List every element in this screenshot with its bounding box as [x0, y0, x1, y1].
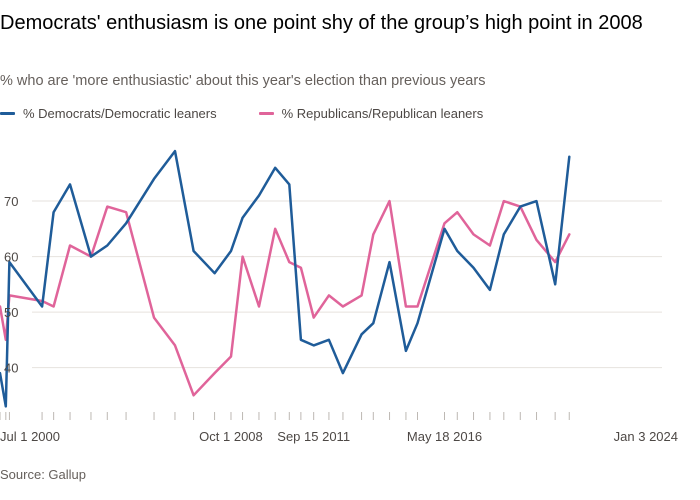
legend-swatch-democrats [0, 112, 15, 115]
tick-labels: 40 50 60 70 Jul 1 2000 Oct 1 2008 Sep 15 2011 M… [0, 194, 678, 444]
series-line-republicans [0, 199, 571, 397]
series-line-democrats [0, 149, 571, 408]
legend-item-republicans: % Republicans/Republican leaners [258, 106, 484, 121]
x-tick-label: Oct 1 2008 [199, 429, 263, 444]
legend-swatch-republicans [258, 112, 274, 115]
y-tick-label: 70 [4, 194, 18, 209]
gridlines [32, 200, 662, 369]
source-note: Source: Gallup [0, 467, 86, 482]
chart-subtitle: % who are 'more enthusiastic' about this… [0, 73, 486, 89]
legend-item-democrats: % Democrats/Democratic leaners [0, 106, 217, 121]
x-tick-label: Sep 15 2011 [277, 429, 350, 444]
series-lines [0, 149, 571, 408]
y-tick-label: 60 [4, 250, 18, 265]
legend-label-republicans: % Republicans/Republican leaners [281, 106, 484, 121]
y-tick-label: 50 [4, 305, 18, 320]
legend-label-democrats: % Democrats/Democratic leaners [23, 106, 217, 121]
y-tick-label: 40 [4, 361, 18, 376]
chart-title: Democrats' enthusiasm is one point shy o… [0, 12, 643, 34]
x-tick-label: May 18 2016 [407, 429, 482, 444]
legend: % Democrats/Democratic leaners % Republi… [0, 106, 483, 121]
x-axis-ticks [0, 412, 570, 420]
x-tick-label: Jan 3 2024 [614, 429, 678, 444]
x-tick-label: Jul 1 2000 [0, 429, 60, 444]
